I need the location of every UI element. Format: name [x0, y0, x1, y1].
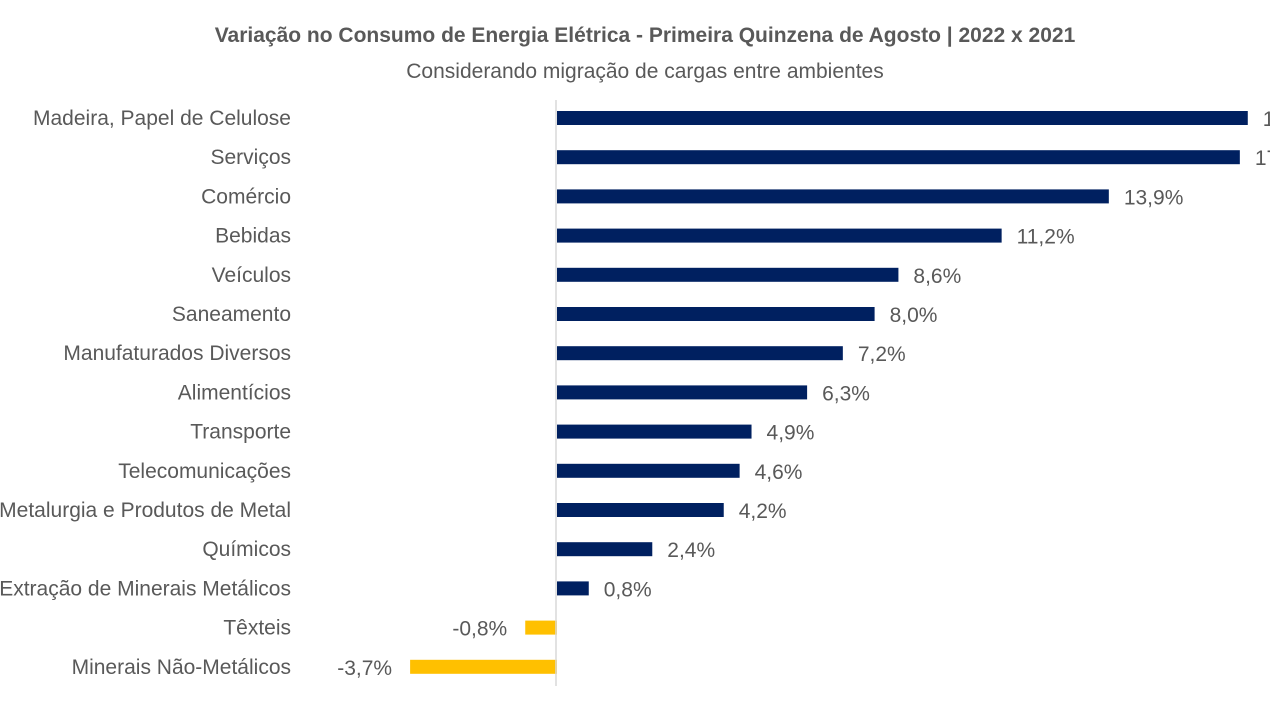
chart-subtitle: Considerando migração de cargas entre am…: [406, 60, 884, 83]
bar: [557, 111, 1248, 125]
data-label: 7,2%: [858, 343, 906, 366]
category-label: Serviços: [210, 146, 291, 169]
bar: [557, 228, 1002, 243]
bar: [410, 659, 557, 674]
data-label: 0,8%: [604, 578, 652, 601]
category-label: Comércio: [201, 185, 291, 208]
bar: [557, 150, 1240, 165]
category-label: Metalurgia e Produtos de Metal: [0, 499, 291, 522]
category-label: Veículos: [212, 264, 291, 287]
category-label: Alimentícios: [178, 381, 291, 404]
bar: [557, 346, 843, 361]
data-label: 8,0%: [890, 304, 938, 327]
category-label: Telecomunicações: [118, 460, 291, 483]
data-label: -3,7%: [337, 657, 392, 680]
bar: [557, 581, 589, 596]
category-label: Minerais Não-Metálicos: [72, 656, 291, 679]
data-label: 13,9%: [1124, 186, 1184, 209]
bar: [525, 620, 557, 635]
bar: [557, 189, 1109, 204]
category-label: Madeira, Papel de Celulose: [33, 107, 291, 130]
category-label: Químicos: [202, 538, 291, 561]
category-label: Bebidas: [215, 225, 291, 248]
category-label: Transporte: [190, 421, 291, 444]
bar: [557, 267, 899, 282]
category-label: Extração de Minerais Metálicos: [0, 577, 291, 600]
chart-title: Variação no Consumo de Energia Elétrica …: [214, 24, 1076, 47]
data-label: 4,9%: [767, 422, 815, 445]
data-label: 4,6%: [755, 461, 803, 484]
bar: [557, 385, 808, 400]
data-label: 8,6%: [913, 265, 961, 288]
bar: [557, 503, 724, 517]
bar: [557, 542, 653, 557]
category-label: Saneamento: [172, 303, 291, 326]
data-label: 4,2%: [739, 500, 787, 523]
data-label: 2,4%: [667, 539, 715, 562]
category-label: Têxteis: [223, 617, 291, 640]
bar: [557, 463, 740, 478]
bar: [557, 424, 752, 439]
data-label: 6,3%: [822, 382, 870, 405]
data-label: -0,8%: [452, 618, 507, 641]
data-label: 17,2%: [1255, 147, 1270, 170]
bar: [557, 307, 875, 321]
category-label: Manufaturados Diversos: [63, 342, 291, 365]
data-label: 11,2%: [1017, 226, 1075, 249]
data-label: 17,4%: [1263, 108, 1270, 131]
